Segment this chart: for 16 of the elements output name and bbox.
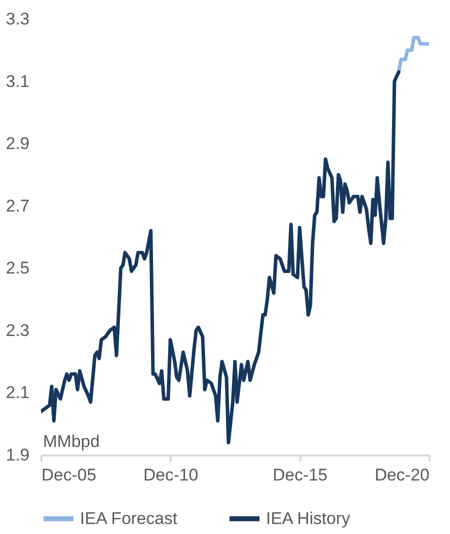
y-tick-label: 1.9	[6, 446, 30, 464]
y-tick-label: 2.9	[6, 134, 30, 154]
y-axis-title: MMbpd	[43, 432, 100, 451]
line-series	[397, 36, 429, 74]
y-tick-label: 2.7	[6, 196, 30, 216]
y-tick-label: 2.1	[6, 383, 30, 402]
y-tick-label: 3.3	[6, 10, 30, 28]
x-tick-label: Dec-10	[143, 466, 198, 484]
legend-label: IEA History	[266, 508, 351, 528]
legend-label: IEA Forecast	[80, 508, 178, 528]
y-tick-label: 3.1	[6, 72, 30, 91]
x-tick-label: Dec-20	[374, 466, 430, 484]
x-tick-label: Dec-15	[272, 466, 328, 484]
y-tick-label: 2.3	[6, 320, 30, 340]
x-tick-label: Dec-05	[42, 466, 96, 484]
y-tick-label: 2.5	[6, 258, 30, 278]
